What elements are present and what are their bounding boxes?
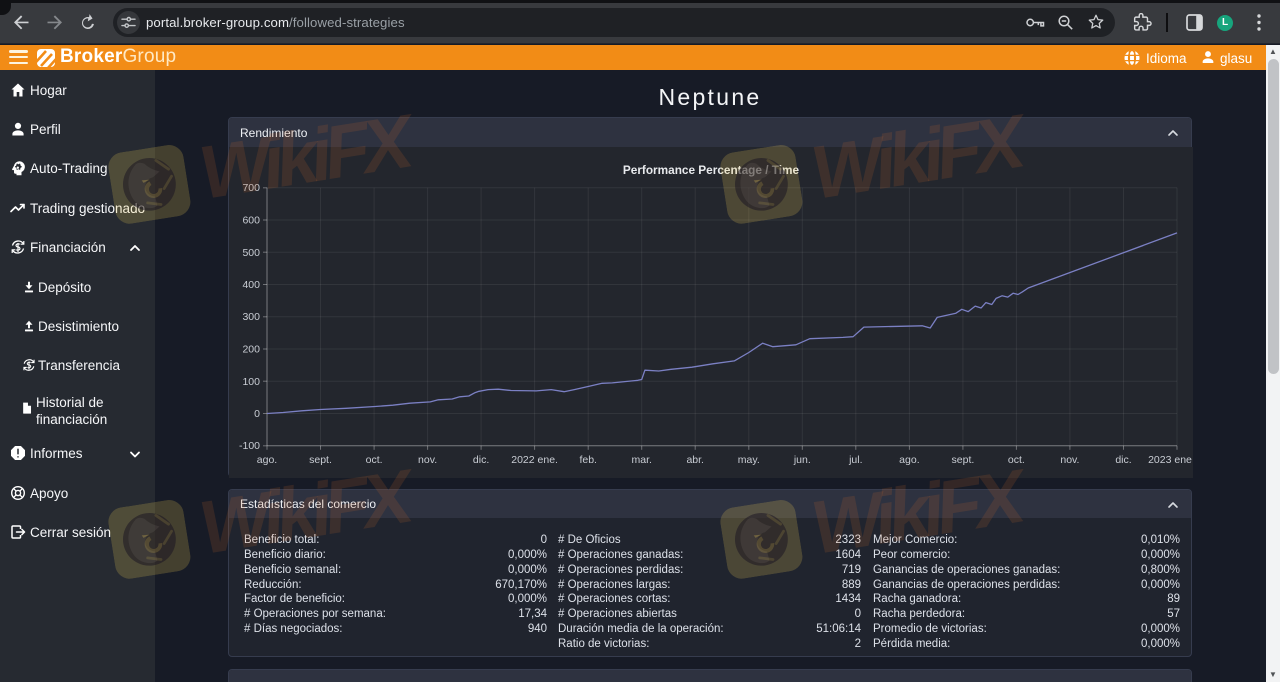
svg-text:700: 700 bbox=[242, 182, 260, 194]
svg-text:100: 100 bbox=[242, 376, 260, 388]
svg-text:dic.: dic. bbox=[473, 454, 489, 466]
svg-text:nov.: nov. bbox=[1060, 454, 1079, 466]
svg-text:400: 400 bbox=[242, 279, 260, 291]
svg-text:Performance Percentage / Time: Performance Percentage / Time bbox=[623, 163, 800, 177]
svg-text:-100: -100 bbox=[239, 440, 260, 452]
svg-text:200: 200 bbox=[242, 344, 260, 356]
svg-text:may.: may. bbox=[738, 454, 760, 466]
svg-text:300: 300 bbox=[242, 311, 260, 323]
svg-text:0: 0 bbox=[254, 408, 260, 420]
svg-text:dic.: dic. bbox=[1115, 454, 1131, 466]
svg-text:nov.: nov. bbox=[418, 454, 437, 466]
svg-text:2022 ene.: 2022 ene. bbox=[511, 454, 558, 466]
svg-text:jul.: jul. bbox=[848, 454, 862, 466]
svg-text:500: 500 bbox=[242, 247, 260, 259]
svg-text:sept.: sept. bbox=[309, 454, 332, 466]
svg-text:sept.: sept. bbox=[952, 454, 975, 466]
svg-text:jun.: jun. bbox=[793, 454, 811, 466]
svg-text:600: 600 bbox=[242, 215, 260, 227]
svg-text:oct.: oct. bbox=[366, 454, 383, 466]
svg-text:feb.: feb. bbox=[579, 454, 597, 466]
svg-text:2023 ene: 2023 ene bbox=[1148, 454, 1192, 466]
svg-text:mar.: mar. bbox=[631, 454, 651, 466]
svg-text:oct.: oct. bbox=[1008, 454, 1025, 466]
svg-text:ago.: ago. bbox=[257, 454, 277, 466]
svg-text:abr.: abr. bbox=[686, 454, 704, 466]
svg-text:ago.: ago. bbox=[899, 454, 919, 466]
